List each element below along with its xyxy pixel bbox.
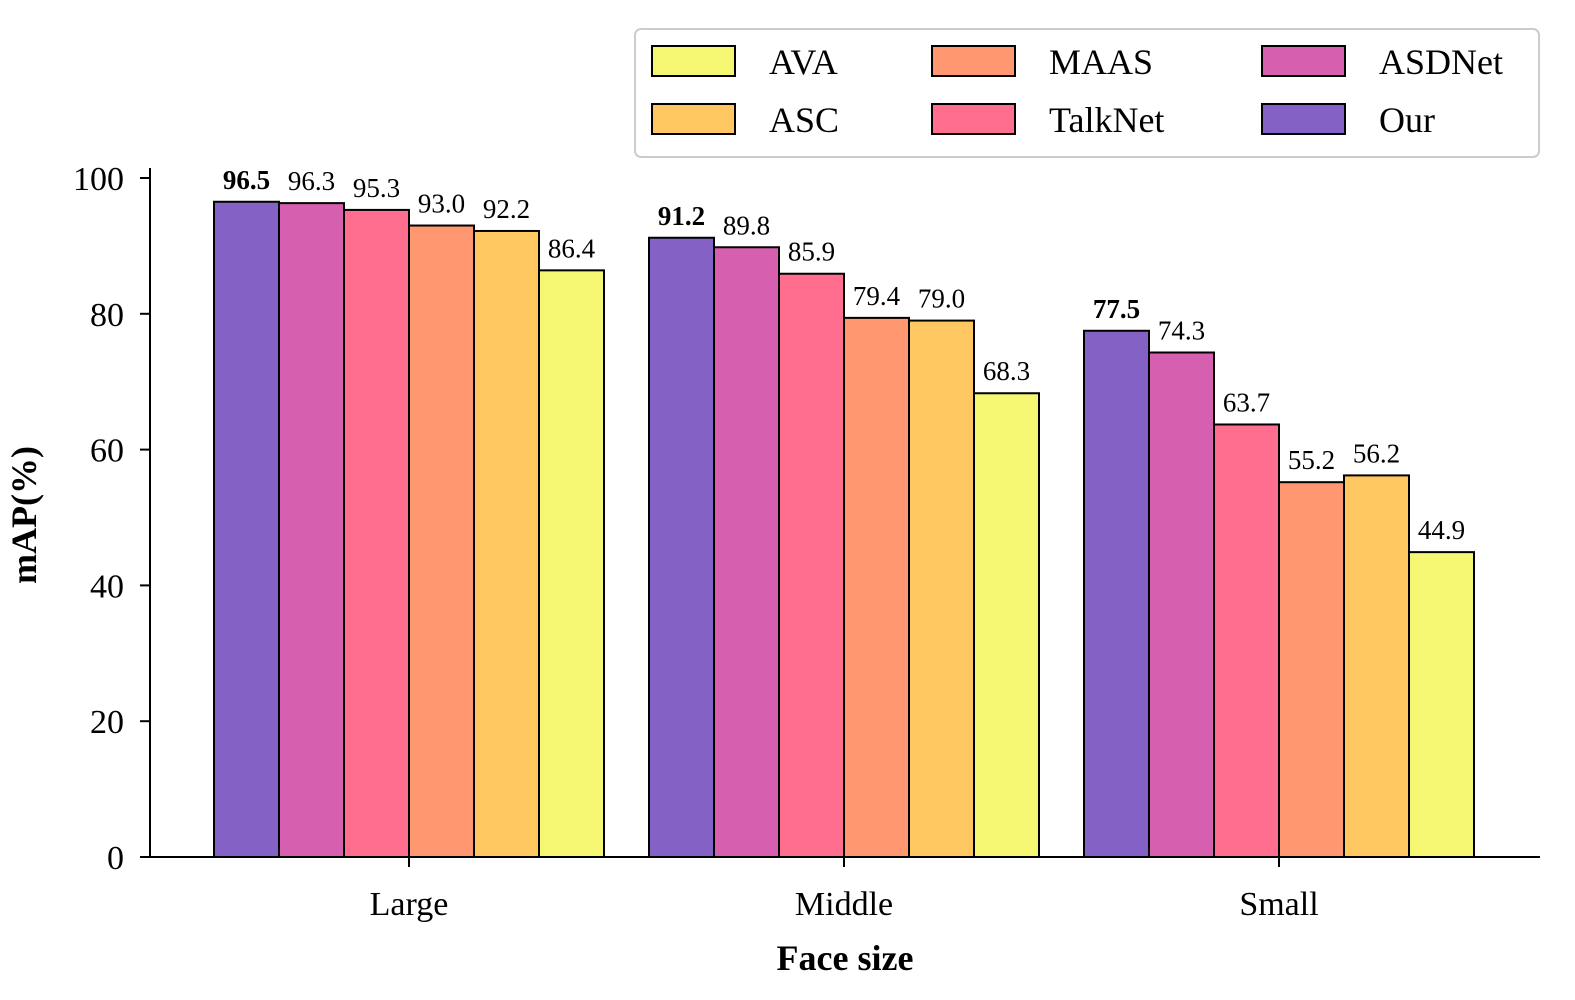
bar-our-small <box>1083 329 1150 858</box>
x-tick-label: Middle <box>795 886 893 923</box>
bar-label-talknet-small: 63.7 <box>1223 387 1270 417</box>
x-tick-label: Large <box>370 886 449 923</box>
bar-label-our-large: 96.5 <box>223 165 270 195</box>
y-tick-label: 100 <box>73 161 124 198</box>
legend-swatch-asdnet <box>1261 45 1346 77</box>
bar-talknet-small <box>1213 423 1280 858</box>
legend-label-our: Our <box>1379 100 1435 140</box>
bar-label-asdnet-small: 74.3 <box>1158 316 1205 346</box>
legend-label-asdnet: ASDNet <box>1379 42 1503 82</box>
bar-label-asdnet-large: 96.3 <box>288 166 335 196</box>
legend-label-ava: AVA <box>769 42 838 82</box>
bar-label-maas-middle: 79.4 <box>853 281 901 311</box>
bar-asc-large <box>473 229 540 859</box>
bar-asdnet-small <box>1148 351 1215 858</box>
bar-label-our-small: 77.5 <box>1093 294 1140 324</box>
y-axis-title: mAP(%) <box>4 446 44 584</box>
bar-label-talknet-middle: 85.9 <box>788 237 835 267</box>
y-tick-label: 60 <box>90 433 124 470</box>
bar-talknet-large <box>343 208 410 858</box>
legend: AVA MAAS ASDNet ASC TalkNet Our <box>634 28 1540 158</box>
y-tick-label: 0 <box>107 840 124 877</box>
bar-label-ava-small: 44.9 <box>1418 515 1465 545</box>
legend-swatch-our <box>1261 103 1346 135</box>
bar-label-maas-small: 55.2 <box>1288 445 1335 475</box>
bar-label-ava-large: 86.4 <box>548 233 596 263</box>
bar-maas-middle <box>843 316 910 858</box>
bar-label-our-middle: 91.2 <box>658 201 705 231</box>
bar-maas-small <box>1278 481 1345 858</box>
legend-swatch-maas <box>931 45 1016 77</box>
bar-label-asc-small: 56.2 <box>1353 438 1400 468</box>
bar-labels-layer: 96.5 96.3 95.3 93.0 92.2 86.4 91.2 89.8 85.9 79.4… <box>223 165 1465 545</box>
bar-ava-large <box>538 269 605 858</box>
legend-label-maas: MAAS <box>1049 42 1153 82</box>
y-tick-label: 20 <box>90 704 124 741</box>
y-ticks: 0 20 40 60 80 100 <box>73 161 150 877</box>
legend-swatch-talknet <box>931 103 1016 135</box>
bar-label-asc-large: 92.2 <box>483 194 530 224</box>
bar-asc-middle <box>908 319 975 858</box>
y-tick-label: 40 <box>90 568 124 605</box>
bar-our-large <box>213 200 280 858</box>
bar-label-talknet-large: 95.3 <box>353 173 400 203</box>
bar-asc-small <box>1343 474 1410 858</box>
x-axis-title: Face size <box>777 938 914 978</box>
bar-ava-middle <box>973 392 1040 858</box>
legend-label-talknet: TalkNet <box>1049 100 1164 140</box>
bar-asdnet-large <box>278 202 345 859</box>
bar-label-asc-middle: 79.0 <box>918 284 965 314</box>
y-tick-label: 80 <box>90 297 124 334</box>
legend-label-asc: ASC <box>769 100 839 140</box>
x-tick-label: Small <box>1239 886 1318 923</box>
bar-label-asdnet-middle: 89.8 <box>723 210 770 240</box>
legend-swatch-ava <box>651 45 736 77</box>
bar-label-ava-middle: 68.3 <box>983 356 1030 386</box>
bar-our-middle <box>648 236 715 858</box>
x-ticks: Large Middle Small <box>370 857 1319 923</box>
bar-maas-large <box>408 224 475 858</box>
bar-label-maas-large: 93.0 <box>418 189 465 219</box>
bar-ava-small <box>1408 551 1475 859</box>
bar-talknet-middle <box>778 272 845 858</box>
bars-layer <box>213 200 1475 859</box>
bar-asdnet-middle <box>713 246 780 858</box>
legend-swatch-asc <box>651 103 736 135</box>
